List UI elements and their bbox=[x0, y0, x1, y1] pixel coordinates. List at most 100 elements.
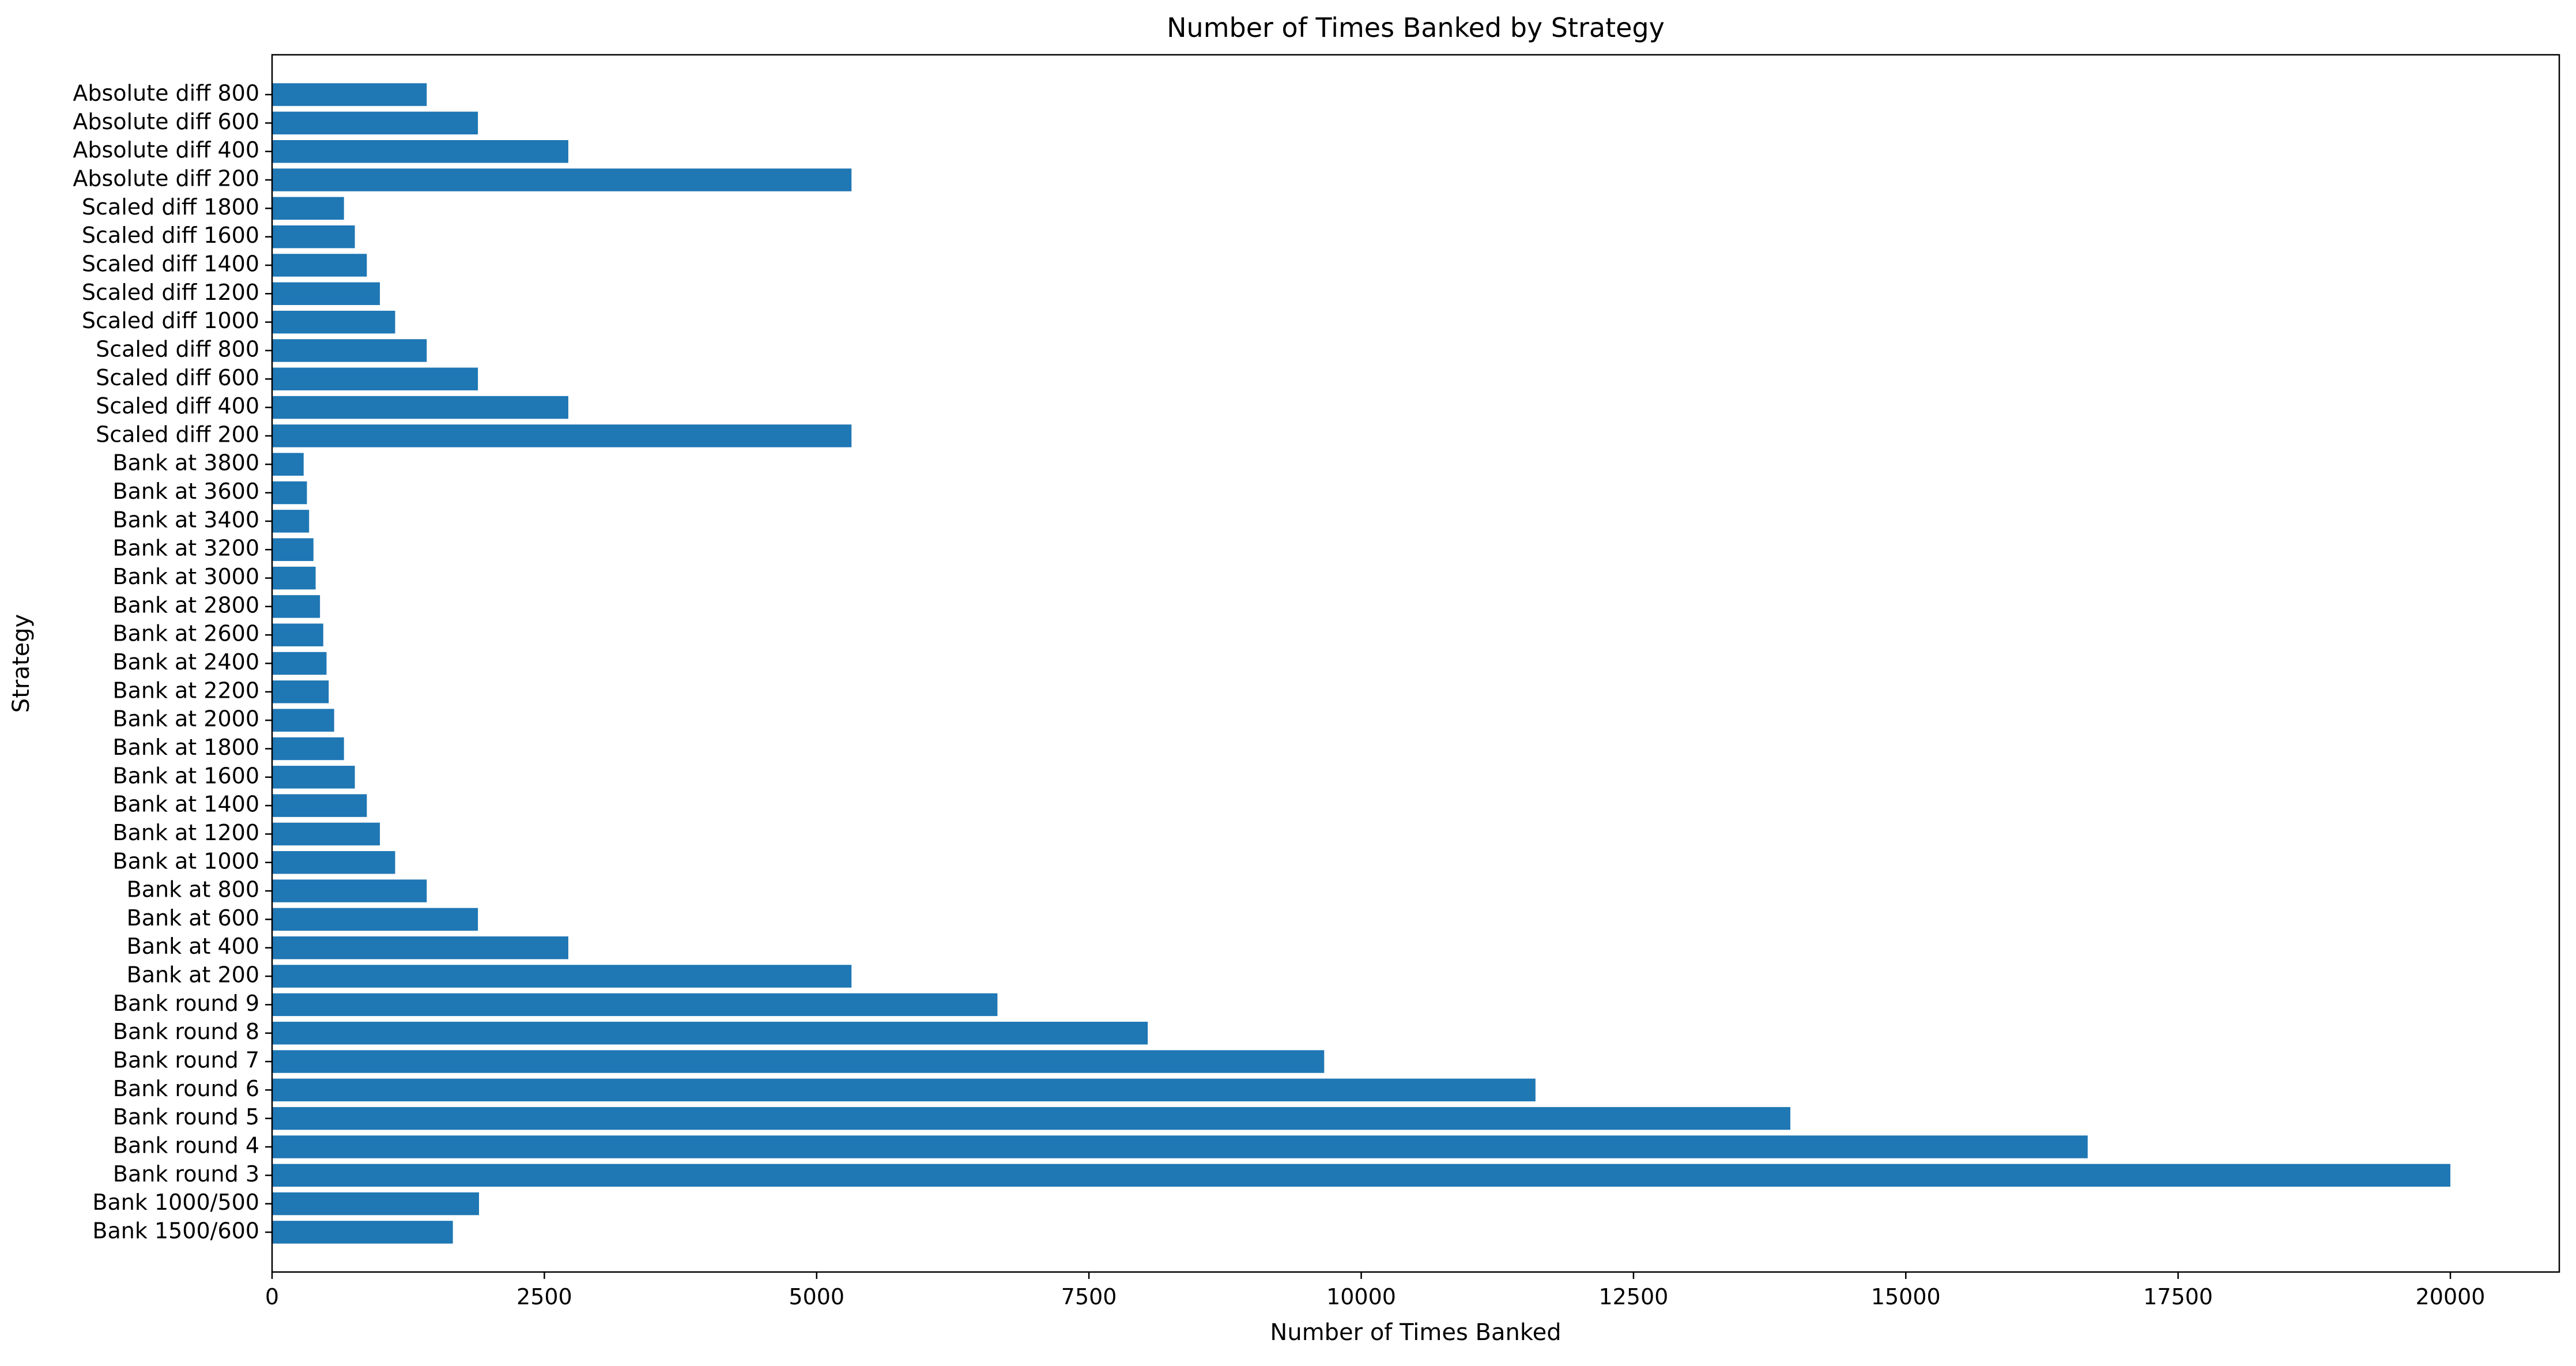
y-tick-label: Bank 1000/500 bbox=[92, 1190, 259, 1215]
y-tick-label: Bank at 3400 bbox=[113, 507, 260, 532]
x-tick-label: 17500 bbox=[2143, 1284, 2213, 1309]
y-tick-label: Bank round 3 bbox=[113, 1161, 259, 1187]
bar bbox=[272, 310, 395, 334]
y-tick-label: Bank round 9 bbox=[113, 991, 259, 1016]
x-tick-label: 5000 bbox=[789, 1284, 844, 1309]
bar bbox=[272, 453, 304, 476]
bar bbox=[272, 1135, 2088, 1158]
y-tick-label: Bank at 2400 bbox=[113, 649, 260, 675]
y-tick-label: Bank at 1600 bbox=[113, 763, 260, 788]
y-tick-label: Bank round 8 bbox=[113, 1019, 259, 1044]
y-tick-label: Bank at 2200 bbox=[113, 678, 260, 703]
bar bbox=[272, 481, 307, 505]
x-tick-label: 0 bbox=[265, 1284, 279, 1309]
bar bbox=[272, 424, 852, 447]
y-tick-label: Bank at 3200 bbox=[113, 536, 260, 561]
y-tick-label: Bank at 2600 bbox=[113, 621, 260, 646]
y-tick-label: Bank round 4 bbox=[113, 1132, 259, 1158]
y-tick-label: Bank at 3000 bbox=[113, 564, 260, 589]
bar bbox=[272, 254, 367, 277]
plot-frame bbox=[271, 54, 2560, 1273]
bar bbox=[272, 168, 852, 191]
y-tick-label: Absolute diff 600 bbox=[73, 109, 259, 134]
x-tick-label: 12500 bbox=[1598, 1284, 1668, 1309]
bar bbox=[272, 83, 427, 106]
bar bbox=[272, 794, 367, 817]
y-tick-label: Bank round 5 bbox=[113, 1104, 259, 1130]
bar bbox=[272, 1192, 480, 1216]
y-tick-label: Absolute diff 800 bbox=[73, 81, 259, 106]
bar bbox=[272, 367, 478, 391]
bar bbox=[272, 510, 310, 533]
bar bbox=[272, 225, 355, 249]
y-tick-label: Bank round 6 bbox=[113, 1076, 259, 1101]
y-tick-label: Absolute diff 200 bbox=[73, 166, 259, 191]
bar bbox=[272, 851, 395, 874]
bar bbox=[272, 339, 427, 362]
bar bbox=[272, 1078, 1536, 1102]
y-tick-label: Scaled diff 800 bbox=[96, 336, 259, 362]
bar bbox=[272, 737, 344, 761]
bar bbox=[272, 993, 998, 1017]
y-tick-label: Bank at 1200 bbox=[113, 820, 260, 845]
bar bbox=[272, 1164, 2451, 1187]
y-tick-label: Bank at 1800 bbox=[113, 735, 260, 760]
x-tick-label: 10000 bbox=[1326, 1284, 1396, 1309]
y-axis: Bank 1500/600 Bank 1000/500 Bank round 3 Ba… bbox=[73, 81, 272, 1243]
y-tick-label: Scaled diff 1800 bbox=[82, 194, 259, 220]
bar bbox=[272, 822, 380, 846]
y-tick-label: Absolute diff 400 bbox=[73, 137, 259, 163]
bar bbox=[272, 1021, 1148, 1045]
chart-title: Number of Times Banked by Strategy bbox=[1167, 12, 1665, 43]
y-tick-label: Bank at 200 bbox=[127, 962, 259, 988]
bar bbox=[272, 1221, 453, 1244]
bar bbox=[272, 879, 427, 902]
y-tick-label: Bank round 7 bbox=[113, 1048, 259, 1073]
bar bbox=[272, 709, 334, 732]
bar bbox=[272, 140, 568, 163]
y-tick-label: Bank at 600 bbox=[127, 905, 259, 931]
y-tick-label: Bank at 2800 bbox=[113, 592, 260, 618]
bar bbox=[272, 538, 314, 561]
y-tick-label: Bank at 3800 bbox=[113, 450, 260, 476]
bar bbox=[272, 595, 320, 618]
y-axis-title: Strategy bbox=[8, 614, 35, 713]
x-axis-title: Number of Times Banked bbox=[1270, 1319, 1561, 1346]
bar bbox=[272, 1107, 1790, 1130]
y-tick-label: Bank at 3600 bbox=[113, 479, 260, 504]
y-tick-label: Bank at 800 bbox=[127, 877, 259, 902]
bar bbox=[272, 680, 329, 703]
bar bbox=[272, 111, 478, 135]
bar bbox=[272, 566, 316, 590]
y-tick-label: Scaled diff 1000 bbox=[82, 308, 259, 333]
bar bbox=[272, 936, 568, 959]
y-tick-label: Scaled diff 600 bbox=[96, 365, 259, 390]
bar bbox=[272, 1050, 1325, 1073]
y-tick-label: Bank at 1400 bbox=[113, 792, 260, 817]
bar bbox=[272, 282, 380, 306]
bar bbox=[272, 965, 852, 988]
x-tick-label: 7500 bbox=[1061, 1284, 1117, 1309]
y-tick-label: Scaled diff 1200 bbox=[82, 280, 259, 305]
y-tick-label: Scaled diff 200 bbox=[96, 422, 259, 447]
y-tick-label: Bank 1500/600 bbox=[92, 1218, 259, 1243]
bars-layer bbox=[272, 83, 2451, 1244]
y-tick-label: Bank at 400 bbox=[127, 934, 259, 959]
x-tick-label: 2500 bbox=[516, 1284, 572, 1309]
x-tick-label: 20000 bbox=[2416, 1284, 2486, 1309]
y-tick-label: Scaled diff 1400 bbox=[82, 251, 259, 276]
bar bbox=[272, 908, 478, 931]
x-axis: 0 2500 5000 7500 10000 12500 15000 17500 20000 bbox=[265, 1272, 2486, 1309]
bar bbox=[272, 623, 323, 646]
x-tick-label: 15000 bbox=[1871, 1284, 1941, 1309]
y-tick-label: Bank at 2000 bbox=[113, 706, 260, 732]
y-tick-label: Scaled diff 1600 bbox=[82, 223, 259, 248]
bar bbox=[272, 396, 568, 419]
bar bbox=[272, 766, 355, 789]
y-tick-label: Bank at 1000 bbox=[113, 848, 260, 874]
bar bbox=[272, 652, 327, 675]
bar bbox=[272, 197, 344, 220]
y-tick-label: Scaled diff 400 bbox=[96, 393, 259, 419]
